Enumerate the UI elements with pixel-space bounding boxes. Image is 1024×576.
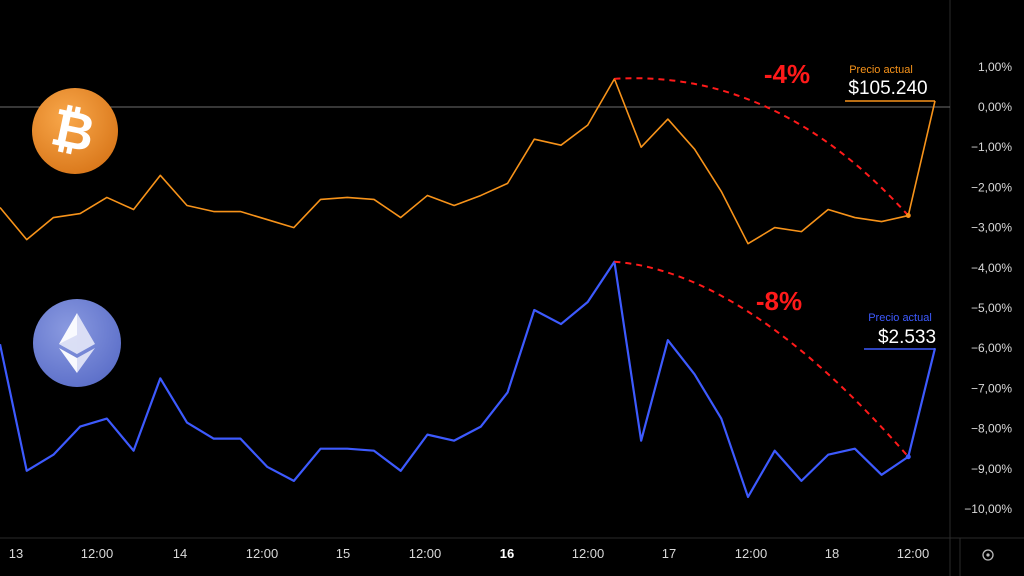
- y-tick-label: −6,00%: [971, 341, 1012, 355]
- y-tick-label: −3,00%: [971, 221, 1012, 235]
- x-tick-label: 12:00: [409, 546, 442, 561]
- eth-series-line: [0, 260, 937, 499]
- x-tick-label: 16: [500, 546, 514, 561]
- y-tick-label: −4,00%: [971, 261, 1012, 275]
- eth-drop-end-point: [905, 454, 911, 460]
- btc-price-caption: Precio actual: [849, 64, 913, 76]
- drop-annotation-layer: -4% Precio actual $105.240 -8% Precio actual…: [614, 59, 936, 460]
- x-tick-label: 12:00: [246, 546, 279, 561]
- x-tick-label: 17: [662, 546, 676, 561]
- x-tick-label: 12:00: [897, 546, 930, 561]
- btc-drop-end-point: [905, 213, 911, 219]
- y-tick-label: −8,00%: [971, 422, 1012, 436]
- x-tick-label: 13: [9, 546, 23, 561]
- settings-icon[interactable]: [982, 549, 994, 561]
- btc-drop-curve: [614, 77, 910, 217]
- x-tick-label: 12:00: [735, 546, 768, 561]
- ethereum-logo: [33, 299, 121, 387]
- y-tick-label: −9,00%: [971, 462, 1012, 476]
- y-tick-label: −7,00%: [971, 381, 1012, 395]
- x-tick-label: 12:00: [81, 546, 114, 561]
- btc-price-value: $105.240: [848, 78, 927, 99]
- x-tick-label: 12:00: [572, 546, 605, 561]
- x-tick-label: 18: [825, 546, 839, 561]
- x-axis: 13 12:00 14 12:00 15 12:00 16 12:00 17 12:00 18 12:…: [9, 546, 930, 561]
- y-tick-label: −2,00%: [971, 180, 1012, 194]
- eth-price-value: $2.533: [878, 327, 936, 348]
- series-layer: [0, 78, 937, 499]
- y-tick-label: −1,00%: [971, 140, 1012, 154]
- y-tick-label: 1,00%: [978, 60, 1012, 74]
- btc-series-line: [0, 78, 936, 245]
- btc-drop-percent-label: -4%: [764, 59, 810, 89]
- y-axis: 1,00% 0,00% −1,00% −2,00% −3,00% −4,00% −5,00%…: [964, 60, 1012, 516]
- eth-price-caption: Precio actual: [868, 312, 932, 324]
- x-tick-label: 14: [173, 546, 187, 561]
- y-tick-label: 0,00%: [978, 100, 1012, 114]
- y-tick-label: −5,00%: [971, 301, 1012, 315]
- x-tick-label: 15: [336, 546, 350, 561]
- y-tick-label: −10,00%: [964, 502, 1012, 516]
- eth-drop-percent-label: -8%: [756, 286, 802, 316]
- bitcoin-logo: ₿: [32, 88, 118, 174]
- eth-drop-curve: [614, 260, 910, 458]
